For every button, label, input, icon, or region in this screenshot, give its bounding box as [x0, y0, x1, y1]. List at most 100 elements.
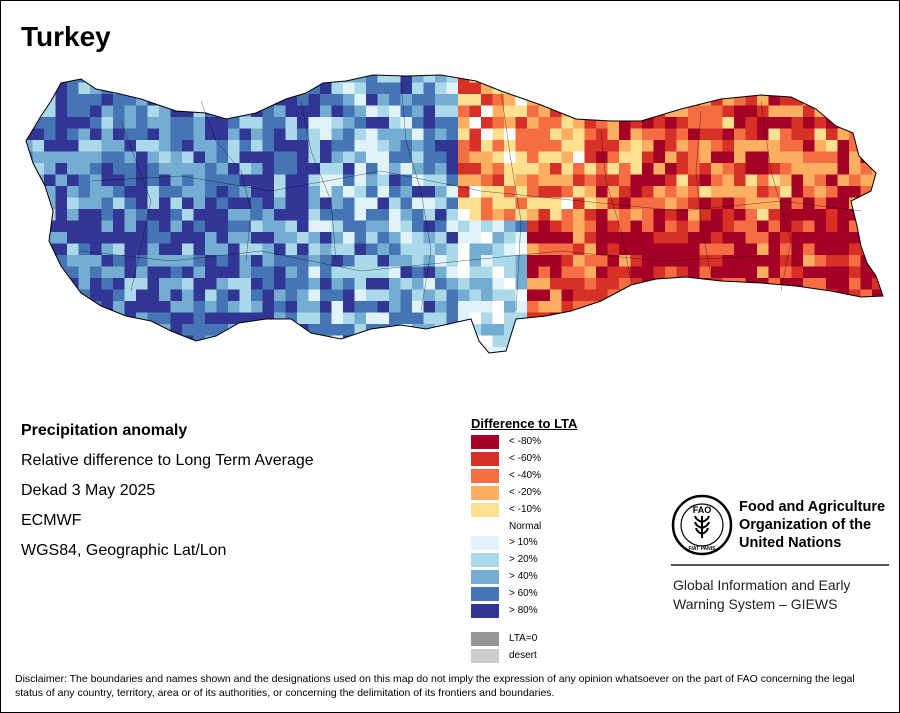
grid-cell	[55, 128, 68, 141]
grid-cell	[435, 301, 447, 313]
grid-cell	[193, 94, 206, 106]
grid-cell	[860, 278, 873, 290]
grid-cell	[446, 335, 459, 348]
grid-cell	[515, 163, 528, 175]
grid-cell	[653, 324, 666, 336]
grid-cell	[722, 117, 735, 129]
grid-cell	[44, 128, 56, 141]
grid-cell	[113, 347, 125, 353]
grid-cell	[734, 82, 746, 95]
grid-cell	[228, 82, 240, 95]
map-subtitle: Relative difference to Long Term Average	[21, 452, 314, 469]
grid-cell	[90, 347, 102, 353]
grid-cell	[32, 220, 45, 233]
grid-cell	[44, 347, 56, 353]
grid-cell	[55, 75, 68, 83]
grid-cell	[423, 232, 436, 244]
grid-cell	[814, 232, 827, 244]
grid-cell	[113, 359, 125, 362]
grid-cell	[26, 243, 33, 256]
grid-cell	[469, 128, 482, 141]
grid-cell	[216, 163, 229, 175]
grid-cell	[837, 255, 850, 267]
grid-cell	[722, 255, 735, 267]
grid-cell	[366, 186, 378, 198]
grid-cell	[458, 209, 470, 221]
grid-cell	[205, 94, 217, 106]
grid-cell	[113, 289, 125, 302]
grid-cell	[780, 220, 792, 233]
grid-cell	[469, 94, 482, 106]
grid-cell	[722, 186, 735, 198]
grid-cell	[837, 301, 850, 313]
grid-cell	[216, 140, 229, 152]
grid-cell	[78, 151, 91, 164]
grid-cell	[377, 347, 390, 353]
grid-cell	[538, 324, 551, 336]
grid-cell	[354, 301, 367, 313]
grid-cell	[32, 82, 45, 95]
grid-cell	[55, 197, 68, 210]
grid-cell	[699, 209, 712, 221]
grid-cell	[32, 243, 45, 256]
grid-cell	[780, 289, 792, 302]
grid-cell	[688, 220, 700, 233]
grid-cell	[101, 266, 114, 279]
grid-cell	[504, 255, 516, 267]
grid-cell	[584, 324, 597, 336]
grid-cell	[26, 278, 33, 290]
grid-cell	[136, 186, 148, 198]
grid-cell	[90, 140, 102, 152]
grid-cell	[619, 220, 631, 233]
grid-cell	[101, 174, 114, 187]
grid-cell	[124, 301, 137, 313]
grid-cell	[400, 209, 413, 221]
grid-cell	[67, 324, 79, 336]
grid-cell	[147, 75, 160, 83]
grid-cell	[101, 163, 114, 175]
grid-cell	[78, 278, 91, 290]
grid-cell	[665, 220, 677, 233]
grid-cell	[481, 128, 493, 141]
grid-cell	[343, 278, 355, 290]
grid-cell	[860, 105, 873, 118]
grid-cell	[435, 128, 447, 141]
legend-label: < -60%	[509, 453, 541, 464]
grid-cell	[722, 312, 735, 325]
grid-cell	[860, 151, 873, 164]
grid-cell	[700, 359, 712, 362]
grid-cell	[124, 117, 137, 129]
grid-cell	[182, 347, 194, 353]
grid-cell	[745, 197, 758, 210]
grid-cell	[33, 359, 45, 362]
grid-cell	[884, 301, 896, 313]
grid-cell	[458, 197, 470, 210]
grid-cell	[159, 266, 171, 279]
grid-cell	[665, 209, 677, 221]
grid-cell	[607, 209, 620, 221]
grid-cell	[757, 289, 769, 302]
grid-cell	[389, 266, 401, 279]
org-name-line-3: United Nations	[739, 535, 842, 551]
giews-line-1: Global Information and Early	[673, 577, 851, 593]
grid-cell	[585, 359, 597, 362]
grid-cell	[826, 94, 838, 106]
grid-cell	[826, 75, 838, 83]
grid-cell	[653, 94, 666, 106]
grid-cell	[688, 324, 700, 336]
legend-label: < -40%	[509, 470, 541, 481]
grid-cell	[423, 163, 436, 175]
grid-cell	[90, 197, 102, 210]
grid-cell	[205, 312, 217, 325]
grid-cell	[665, 105, 677, 118]
grid-cell	[32, 140, 45, 152]
grid-cell	[446, 105, 459, 118]
grid-cell	[872, 186, 883, 198]
grid-cell	[734, 128, 746, 141]
grid-cell	[757, 151, 769, 164]
grid-cell	[285, 243, 298, 256]
grid-cell	[642, 359, 654, 362]
grid-cell	[102, 359, 114, 362]
grid-cell	[492, 278, 505, 290]
grid-cell	[423, 266, 436, 279]
